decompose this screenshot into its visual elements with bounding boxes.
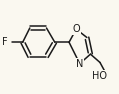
Text: HO: HO xyxy=(92,70,107,81)
Text: O: O xyxy=(72,24,80,34)
Text: F: F xyxy=(2,37,7,47)
Text: N: N xyxy=(76,59,83,69)
